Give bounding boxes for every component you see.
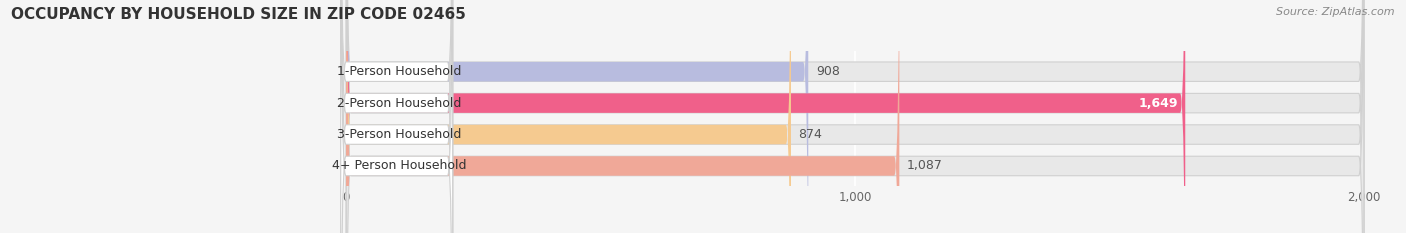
Text: 3-Person Household: 3-Person Household xyxy=(337,128,461,141)
FancyBboxPatch shape xyxy=(346,0,1364,233)
Text: 908: 908 xyxy=(815,65,839,78)
Text: 2-Person Household: 2-Person Household xyxy=(337,97,461,110)
FancyBboxPatch shape xyxy=(340,0,453,233)
FancyBboxPatch shape xyxy=(346,0,792,233)
Text: 1,649: 1,649 xyxy=(1137,97,1178,110)
Text: Source: ZipAtlas.com: Source: ZipAtlas.com xyxy=(1277,7,1395,17)
Text: 874: 874 xyxy=(799,128,823,141)
FancyBboxPatch shape xyxy=(346,0,1364,233)
FancyBboxPatch shape xyxy=(346,0,808,233)
Text: 1-Person Household: 1-Person Household xyxy=(337,65,461,78)
FancyBboxPatch shape xyxy=(346,0,1185,233)
FancyBboxPatch shape xyxy=(346,0,1364,233)
FancyBboxPatch shape xyxy=(340,0,453,233)
FancyBboxPatch shape xyxy=(346,0,900,233)
FancyBboxPatch shape xyxy=(346,0,1364,233)
FancyBboxPatch shape xyxy=(340,0,453,233)
Text: 1,087: 1,087 xyxy=(907,159,943,172)
Text: 4+ Person Household: 4+ Person Household xyxy=(332,159,467,172)
Text: OCCUPANCY BY HOUSEHOLD SIZE IN ZIP CODE 02465: OCCUPANCY BY HOUSEHOLD SIZE IN ZIP CODE … xyxy=(11,7,467,22)
FancyBboxPatch shape xyxy=(340,0,453,233)
